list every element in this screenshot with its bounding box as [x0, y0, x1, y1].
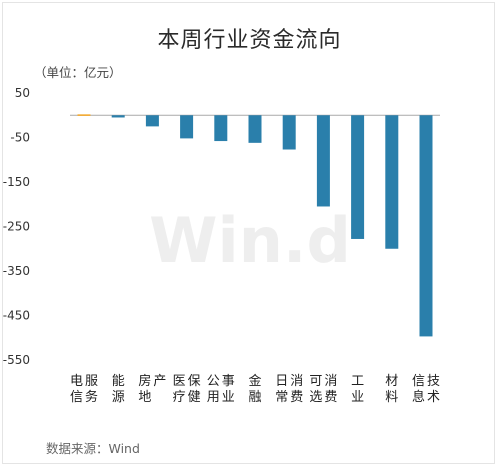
- bar-医疗保健: [180, 115, 194, 139]
- category-label: 消费: [290, 374, 303, 405]
- category-label: 医疗: [173, 374, 186, 405]
- chart-frame: [2, 2, 495, 464]
- bar-材料: [385, 115, 399, 249]
- category-label: 信息: [412, 374, 425, 405]
- bar-日常消费: [282, 115, 296, 150]
- category-label: 产: [153, 374, 166, 389]
- bar-可选消费: [316, 115, 330, 207]
- bar-工业: [351, 115, 365, 239]
- category-label: 房地: [138, 373, 151, 405]
- category-label: 能源: [112, 374, 125, 405]
- chart-title: 本周行业资金流向: [157, 28, 342, 53]
- category-label: 事业: [222, 374, 235, 405]
- bar-房地产: [145, 115, 159, 127]
- category-label: 消费: [324, 374, 337, 405]
- source-label: 数据来源：Wind: [46, 441, 140, 456]
- bar-电信服务: [77, 114, 91, 116]
- bar-公用事业: [214, 115, 228, 142]
- watermark-text: Win.d: [149, 204, 351, 277]
- unit-label: （单位：亿元）: [34, 65, 122, 80]
- category-label: 公用: [207, 374, 220, 405]
- category-label: 电信: [70, 374, 83, 405]
- bar-能源: [111, 115, 125, 118]
- category-label: 服务: [85, 374, 98, 405]
- bar-信息技术: [419, 115, 433, 337]
- category-label: 保健: [188, 374, 201, 405]
- category-label: 工业: [351, 374, 364, 405]
- y-tick-label: -150: [3, 175, 30, 189]
- y-tick-label: -350: [3, 264, 30, 278]
- y-tick-label: -250: [3, 220, 30, 234]
- category-label: 材料: [385, 374, 398, 405]
- y-tick-label: -50: [10, 131, 30, 145]
- y-tick-label: -450: [3, 309, 30, 323]
- y-tick-label: -550: [3, 353, 30, 367]
- category-label: 技术: [427, 374, 440, 405]
- category-label: 日常: [275, 374, 288, 405]
- category-label: 金融: [248, 373, 261, 405]
- bar-金融: [248, 115, 262, 143]
- category-label: 可选: [309, 374, 322, 405]
- y-tick-label: 50: [15, 86, 30, 100]
